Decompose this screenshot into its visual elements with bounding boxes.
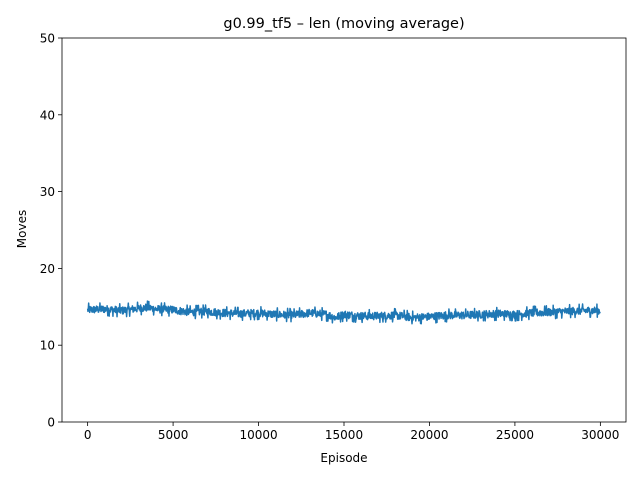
x-tick-label: 20000 [410,428,448,442]
x-axis-label: Episode [320,451,367,465]
plot-area [86,300,601,325]
y-tick-label: 40 [40,108,55,122]
series-line [86,300,601,325]
x-tick-label: 30000 [581,428,619,442]
y-tick-label: 10 [40,339,55,353]
y-axis-label: Moves [15,210,29,248]
y-tick-label: 0 [47,416,55,430]
y-tick-label: 30 [40,185,55,199]
y-tick-label: 50 [40,32,55,46]
x-tick-label: 10000 [239,428,277,442]
y-tick-label: 20 [40,262,55,276]
chart-title: g0.99_tf5 – len (moving average) [223,16,464,32]
x-tick-label: 0 [84,428,92,442]
x-tick-label: 25000 [496,428,534,442]
x-tick-label: 15000 [325,428,363,442]
x-tick-label: 5000 [158,428,189,442]
axis-ticks: 0 5000 10000 15000 20000 25000 30000 0 10 20 30 40 5… [40,32,620,443]
